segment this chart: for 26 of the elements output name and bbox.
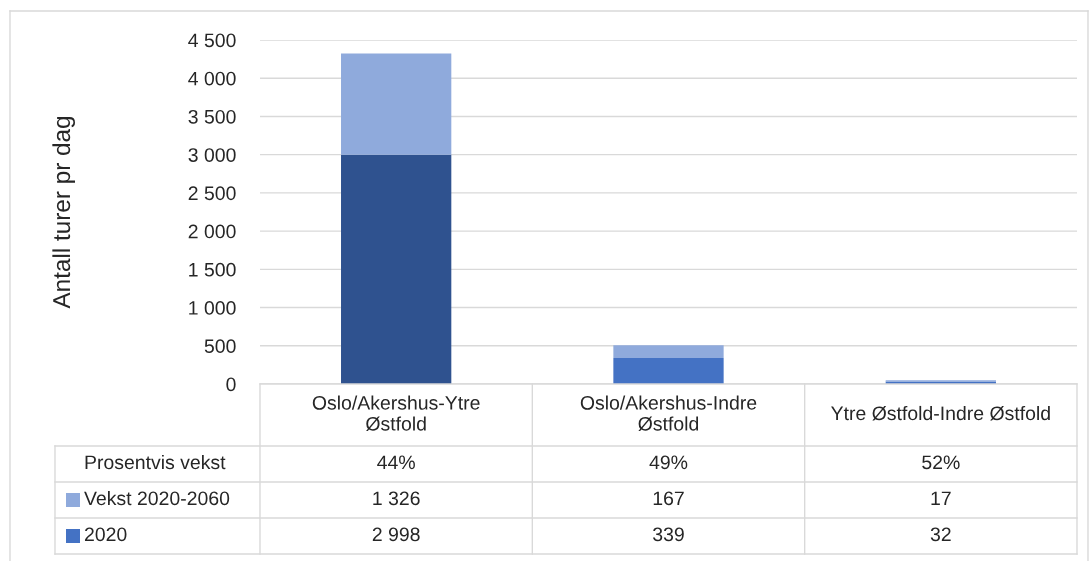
text: 49% — [649, 455, 688, 470]
text: Prosentvis vekst — [85, 454, 226, 470]
data-label: 167 — [653, 491, 684, 506]
y-tick-label: 4 500 — [188, 33, 236, 48]
x-tick-label: Oslo/Akershus-Indre Østfold — [580, 395, 757, 431]
y-axis-title: Antall turer pr dag — [52, 116, 75, 309]
y-tick-label: 3 500 — [188, 109, 236, 124]
x-tick-label: Oslo/Akershus-Ytre Østfold — [312, 395, 480, 431]
y-tick-label: 2 500 — [188, 186, 236, 201]
data-label: 17 — [931, 491, 951, 506]
y-tick-label: 500 — [204, 339, 236, 354]
y-tick-label: 4 000 — [188, 71, 236, 86]
y-tick-label: 0 — [226, 377, 236, 392]
x-tick-label: Ytre Østfold-Indre Østfold — [831, 405, 1050, 421]
data-label: 32 — [930, 527, 951, 542]
y-tick-label: 3 000 — [188, 148, 236, 162]
y-tick-label: 1 000 — [189, 301, 236, 315]
data-label: 2 998 — [372, 527, 420, 542]
text: 52% — [922, 455, 960, 470]
text: 44% — [377, 455, 415, 470]
data-label: 1 326 — [373, 491, 420, 506]
legend-label: Vekst 2020-2060 — [84, 490, 230, 506]
y-tick-label: 1 500 — [189, 262, 236, 277]
data-label: 339 — [653, 527, 684, 542]
y-tick-label: 2 000 — [188, 224, 236, 239]
legend-label: 2020 — [84, 527, 127, 542]
